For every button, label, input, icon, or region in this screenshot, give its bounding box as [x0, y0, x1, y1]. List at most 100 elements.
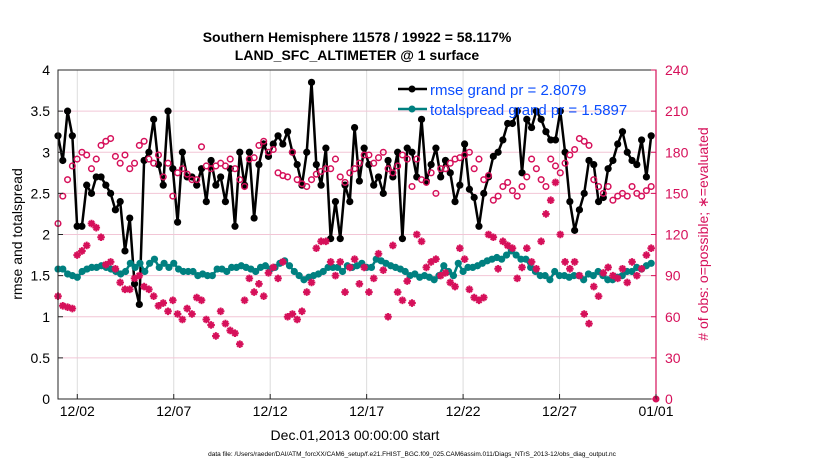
evaluated-obs-point: [341, 288, 349, 296]
evaluated-obs-point: [436, 271, 445, 280]
possible-obs-point: [561, 159, 569, 167]
totalspread-point: [126, 259, 134, 267]
rmse-point: [279, 140, 287, 148]
rmse-point: [465, 185, 473, 193]
evaluated-obs-point: [623, 278, 632, 287]
rmse-point: [585, 156, 593, 165]
possible-obs-point: [68, 162, 76, 170]
evaluated-obs-point: [326, 258, 335, 266]
possible-obs-point: [269, 145, 277, 154]
evaluated-obs-point: [389, 241, 397, 250]
possible-obs-point: [542, 182, 550, 191]
evaluated-obs-point: [121, 285, 129, 294]
rmse-point: [355, 177, 363, 185]
evaluated-obs-point: [365, 288, 373, 296]
possible-obs-point: [537, 176, 545, 184]
totalspread-point: [131, 263, 139, 271]
rmse-point: [293, 160, 301, 169]
rmse-point: [575, 206, 584, 214]
evaluated-obs-point: [188, 310, 196, 318]
evaluated-obs-point: [255, 280, 263, 288]
evaluated-obs-point: [68, 304, 77, 313]
possible-obs-point: [470, 165, 478, 173]
rmse-point: [527, 123, 536, 132]
rmse-point: [456, 181, 464, 189]
evaluated-obs-point: [97, 233, 105, 242]
totalspread-point: [285, 262, 294, 270]
evaluated-obs-point: [125, 285, 134, 294]
legend: rmse grand pr = 2.8079 totalspread grand…: [398, 82, 627, 119]
evaluated-obs-point: [283, 312, 292, 321]
possible-obs-point: [566, 151, 574, 159]
possible-obs-point: [341, 178, 349, 186]
rmse-point: [217, 173, 225, 181]
totalspread-point: [502, 251, 511, 259]
x-tick-label: 12/27: [542, 403, 577, 419]
rmse-point: [150, 115, 158, 123]
evaluated-obs-point: [231, 329, 239, 337]
evaluated-obs-point: [489, 233, 498, 242]
chart-subtitle: LAND_SFC_ALTIMETER @ 1 surface: [235, 47, 480, 63]
rmse-point: [231, 222, 239, 230]
rmse-point: [628, 156, 636, 165]
possible-obs-point: [518, 182, 526, 191]
evaluated-obs-point: [551, 178, 560, 187]
possible-obs-point: [97, 141, 105, 149]
y2-tick-label: 210: [665, 103, 689, 119]
evaluated-obs-point: [537, 237, 545, 246]
evaluated-obs-point: [599, 269, 608, 277]
evaluated-obs-point: [369, 274, 378, 283]
totalspread-point: [546, 276, 554, 284]
y2-tick-label: 0: [665, 391, 673, 407]
rmse-point: [604, 165, 612, 173]
rmse-point: [480, 189, 488, 197]
evaluated-obs-point: [135, 271, 144, 280]
legend-totalspread-marker: [408, 105, 416, 113]
rmse-point: [68, 132, 76, 140]
possible-obs-point: [403, 155, 411, 163]
possible-obs-point: [379, 148, 387, 156]
evaluated-obs-point: [240, 296, 249, 305]
possible-obs-point: [226, 155, 234, 163]
possible-obs-point: [389, 169, 397, 177]
rmse-point: [623, 148, 631, 156]
y-tick-label: 2.5: [31, 185, 51, 201]
evaluated-obs-point: [207, 321, 215, 329]
evaluated-obs-point: [346, 263, 354, 272]
possible-obs-point: [437, 165, 445, 173]
evaluated-obs-point: [637, 264, 646, 273]
rmse-point: [126, 214, 134, 222]
possible-obs-point: [499, 182, 507, 191]
totalspread-point: [401, 267, 409, 276]
possible-obs-point: [221, 162, 229, 170]
evaluated-obs-point: [561, 258, 569, 266]
totalspread-point: [430, 276, 438, 284]
possible-obs-point: [590, 176, 598, 184]
totalspread-point: [155, 263, 163, 271]
evaluated-obs-point: [523, 244, 531, 253]
rmse-point: [417, 115, 426, 123]
totalspread-point: [223, 267, 231, 276]
evaluated-obs-point: [106, 258, 115, 266]
rmse-point: [379, 189, 387, 197]
evaluated-obs-point: [269, 263, 278, 272]
possible-obs-point: [121, 151, 129, 159]
evaluated-obs-point: [216, 307, 225, 316]
possible-obs-point: [422, 178, 430, 186]
totalspread-point: [295, 272, 303, 280]
rmse-point: [642, 173, 650, 181]
evaluated-obs-point: [298, 307, 306, 316]
possible-obs-point: [92, 155, 100, 163]
y-tick-label: 0: [42, 391, 50, 407]
possible-obs-point: [83, 151, 91, 159]
totalspread-point: [160, 259, 168, 267]
possible-obs-point: [284, 173, 292, 181]
rmse-point: [614, 140, 622, 148]
possible-obs-point: [441, 165, 450, 173]
rmse-point: [542, 128, 550, 136]
possible-obs-point: [288, 148, 296, 156]
rmse-point: [78, 222, 86, 230]
evaluated-obs-point: [274, 274, 282, 283]
evaluated-obs-point: [293, 315, 301, 324]
